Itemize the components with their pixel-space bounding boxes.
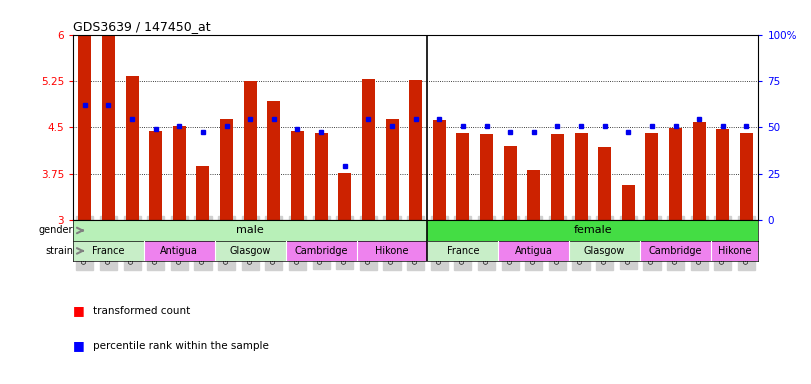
Bar	[285, 241, 357, 261]
Bar	[646, 133, 659, 220]
Bar	[480, 134, 493, 220]
Text: Antigua: Antigua	[161, 246, 198, 256]
Bar	[527, 169, 540, 220]
Bar	[385, 119, 398, 220]
Bar	[711, 241, 758, 261]
Bar	[498, 241, 569, 261]
Text: Cambridge: Cambridge	[294, 246, 348, 256]
Text: transformed count: transformed count	[93, 306, 191, 316]
Text: Antigua: Antigua	[515, 246, 553, 256]
Bar	[196, 166, 209, 220]
Text: percentile rank within the sample: percentile rank within the sample	[93, 341, 269, 351]
Bar	[409, 80, 423, 220]
Bar	[73, 220, 427, 241]
Text: strain: strain	[45, 246, 73, 256]
Text: ■: ■	[73, 339, 84, 352]
Bar	[73, 241, 144, 261]
Text: Glasgow: Glasgow	[230, 246, 271, 256]
Bar	[740, 133, 753, 220]
Bar	[427, 220, 770, 241]
Text: France: France	[447, 246, 479, 256]
Text: France: France	[92, 246, 125, 256]
Bar	[268, 101, 281, 220]
Bar	[427, 241, 498, 261]
Bar	[149, 131, 162, 220]
Bar	[669, 128, 682, 220]
Bar	[338, 172, 351, 220]
Text: female: female	[573, 225, 612, 235]
Bar	[126, 76, 139, 220]
Text: male: male	[236, 225, 264, 235]
Bar	[640, 241, 711, 261]
Bar	[574, 133, 587, 220]
Bar	[433, 120, 446, 220]
Bar	[693, 122, 706, 220]
Bar	[215, 241, 285, 261]
Bar	[457, 133, 470, 220]
Bar	[357, 241, 427, 261]
Bar	[551, 134, 564, 220]
Bar	[362, 78, 375, 220]
Text: Hikone: Hikone	[718, 246, 752, 256]
Bar	[599, 147, 611, 220]
Bar	[144, 241, 215, 261]
Bar	[716, 129, 729, 220]
Bar	[622, 185, 635, 220]
Bar	[220, 119, 233, 220]
Bar	[291, 131, 304, 220]
Bar	[102, 36, 115, 220]
Text: gender: gender	[38, 225, 73, 235]
Bar	[569, 241, 640, 261]
Text: Hikone: Hikone	[375, 246, 409, 256]
Text: GDS3639 / 147450_at: GDS3639 / 147450_at	[73, 20, 211, 33]
Text: ■: ■	[73, 305, 84, 318]
Text: Glasgow: Glasgow	[584, 246, 625, 256]
Bar	[315, 133, 328, 220]
Bar	[244, 81, 257, 220]
Bar	[173, 126, 186, 220]
Bar	[79, 36, 92, 220]
Text: Cambridge: Cambridge	[649, 246, 702, 256]
Bar	[504, 146, 517, 220]
